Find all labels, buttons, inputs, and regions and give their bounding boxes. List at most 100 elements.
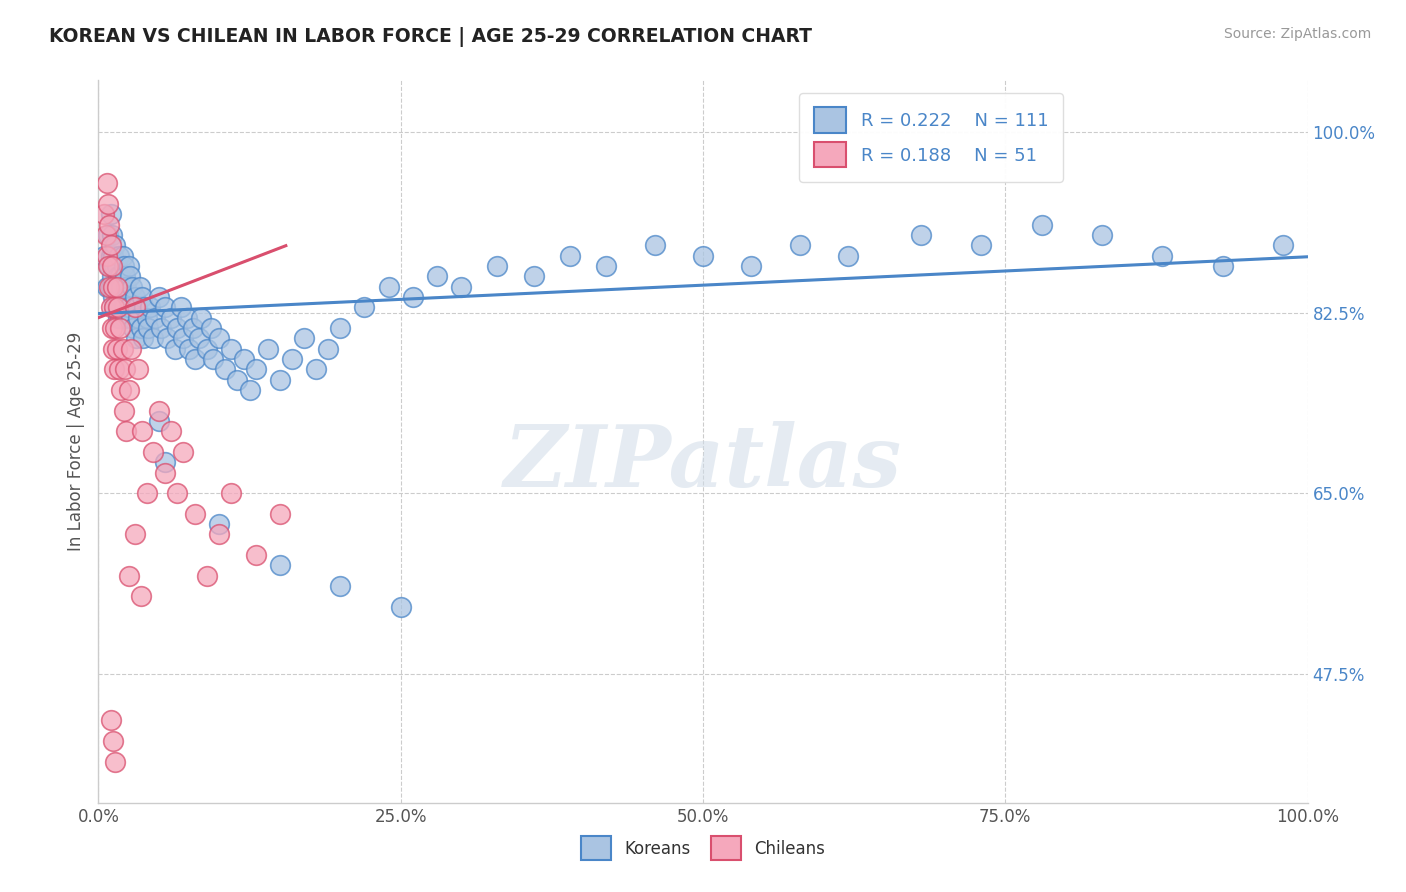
Point [114,362,136,376]
Point [1152,249,1174,263]
Point [127,301,149,315]
Point [124,527,146,541]
Point [108,290,131,304]
Point [100,207,122,221]
Point [127,310,149,325]
Point [269,507,291,521]
Point [139,301,162,315]
Point [112,403,135,417]
Point [100,713,122,727]
Point [120,342,142,356]
Point [195,342,218,356]
Point [101,279,124,293]
Point [96,177,118,191]
Point [110,279,132,293]
Legend: Koreans, Chileans: Koreans, Chileans [575,830,831,867]
Point [281,351,304,366]
Point [100,269,122,284]
Point [103,259,125,273]
Point [256,342,278,356]
Point [221,486,243,500]
Point [1272,238,1295,252]
Point [644,238,666,252]
Point [98,279,121,293]
Point [115,279,138,293]
Point [101,290,124,304]
Point [160,424,183,438]
Point [105,279,128,293]
Point [486,259,509,273]
Point [111,249,134,263]
Point [100,249,122,263]
Point [910,228,932,243]
Point [104,238,127,252]
Point [129,590,152,604]
Text: ZIPatlas: ZIPatlas [503,421,903,505]
Point [166,486,188,500]
Point [118,383,141,397]
Point [153,466,176,480]
Point [136,321,159,335]
Point [148,403,170,417]
Point [103,301,125,315]
Point [108,249,131,263]
Point [108,310,131,325]
Text: KOREAN VS CHILEAN IN LABOR FORCE | AGE 25-29 CORRELATION CHART: KOREAN VS CHILEAN IN LABOR FORCE | AGE 2… [49,27,813,46]
Point [153,455,176,469]
Point [111,290,134,304]
Point [692,249,714,263]
Point [143,310,166,325]
Point [111,342,134,356]
Point [117,290,139,304]
Point [134,301,156,315]
Point [108,362,131,376]
Point [353,301,375,315]
Point [131,290,153,304]
Point [176,310,198,325]
Point [115,424,138,438]
Point [402,290,425,304]
Point [94,228,117,243]
Point [100,238,122,252]
Point [110,383,132,397]
Point [150,321,173,335]
Point [226,373,249,387]
Point [156,331,179,345]
Point [98,218,121,232]
Point [114,310,136,325]
Point [970,238,993,252]
Point [305,362,328,376]
Point [1212,259,1234,273]
Point [208,527,231,541]
Point [100,321,122,335]
Point [93,249,115,263]
Point [187,331,209,345]
Point [160,310,183,325]
Point [127,362,149,376]
Point [105,301,128,315]
Point [103,362,125,376]
Point [239,383,262,397]
Point [124,290,146,304]
Point [124,301,146,315]
Point [107,269,129,284]
Point [104,321,127,335]
Point [595,259,617,273]
Point [181,321,204,335]
Point [128,279,150,293]
Point [316,342,339,356]
Point [118,568,141,582]
Point [118,259,141,273]
Point [172,331,194,345]
Point [163,342,186,356]
Point [142,445,165,459]
Point [96,249,118,263]
Point [179,342,201,356]
Point [122,321,145,335]
Point [114,269,136,284]
Point [96,279,118,293]
Point [98,259,121,273]
Point [245,548,267,562]
Point [426,269,449,284]
Point [97,197,120,211]
